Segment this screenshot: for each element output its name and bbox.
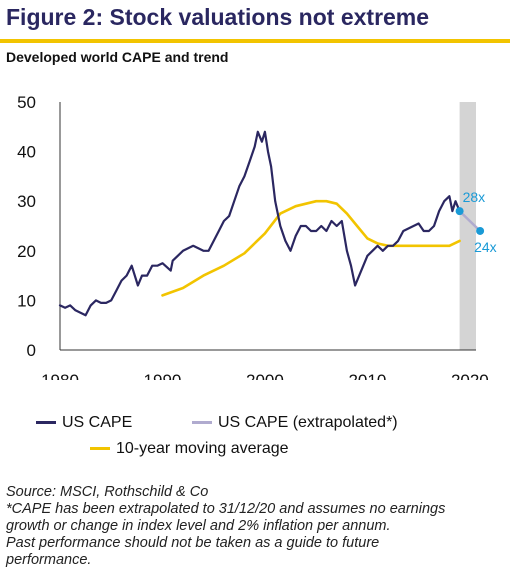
source-notes: Source: MSCI, Rothschild & Co *CAPE has … (6, 484, 511, 569)
legend-item-moving-average: 10-year moving average (90, 440, 289, 458)
x-tick-label-2000: 2000 (246, 371, 284, 380)
note-disclaimer-line-2: performance. (6, 552, 92, 568)
forecast-band (459, 102, 476, 350)
us-cape-line (58, 130, 461, 317)
x-tick-label-2020: 2020 (451, 371, 489, 380)
y-tick-label-50: 50 (17, 93, 36, 112)
y-tick-label-30: 30 (17, 192, 36, 211)
x-tick-label-2010: 2010 (348, 371, 386, 380)
legend-label-us-cape-extrapolated: US CAPE (extrapolated*) (218, 414, 398, 431)
legend-swatch-us-cape (36, 421, 56, 425)
us-cape-extrapolated-line (458, 209, 482, 233)
y-tick-label-10: 10 (17, 291, 36, 310)
legend-swatch-us-cape-extrapolated (192, 421, 212, 425)
annotation-24x: 24x (474, 239, 497, 255)
legend-item-us-cape-extrapolated: US CAPE (extrapolated*) (192, 414, 398, 432)
x-tick-label-1990: 1990 (144, 371, 182, 380)
cape-line-chart: 0 10 20 30 40 50 1980 1990 2000 2010 2020 28x 24x (17, 93, 497, 380)
y-tick-label-20: 20 (17, 242, 36, 261)
legend-label-us-cape: US CAPE (62, 414, 133, 431)
extrapolation-marker-start (455, 207, 464, 216)
note-disclaimer-line-1: Past performance should not be taken as … (6, 535, 380, 551)
y-tick-label-0: 0 (27, 341, 36, 360)
chart-subtitle: Developed world CAPE and trend (6, 49, 229, 65)
legend-swatch-moving-average (90, 447, 110, 451)
note-source: Source: MSCI, Rothschild & Co (6, 484, 209, 500)
note-extrapolation-line-2: growth or change in index level and 2% i… (6, 518, 391, 534)
legend-label-moving-average: 10-year moving average (116, 440, 289, 457)
moving-average-line (161, 199, 461, 297)
extrapolation-marker-end (476, 226, 485, 235)
note-extrapolation-line-1: *CAPE has been extrapolated to 31/12/20 … (6, 501, 446, 517)
figure-title: Figure 2: Stock valuations not extreme (6, 4, 430, 30)
x-tick-label-1980: 1980 (41, 371, 79, 380)
title-rule (0, 39, 510, 43)
annotation-28x: 28x (463, 189, 486, 205)
legend-item-us-cape: US CAPE (36, 414, 132, 432)
y-tick-label-40: 40 (17, 143, 36, 162)
